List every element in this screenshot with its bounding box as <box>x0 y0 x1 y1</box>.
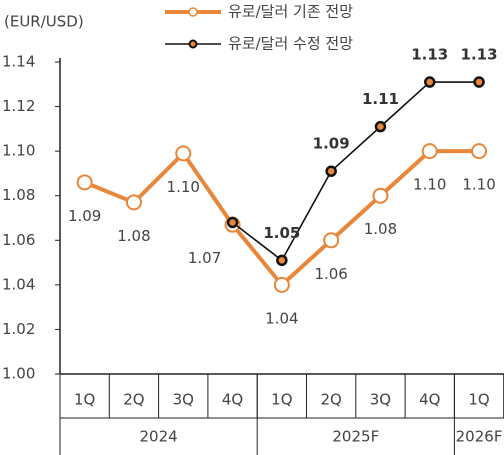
legend-label: 유로/달러 수정 전망 <box>228 35 353 53</box>
y-tick-label: 1.04 <box>2 275 35 293</box>
group-label: 2025F <box>332 428 379 446</box>
x-tick-label: 1Q <box>468 391 489 409</box>
data-label: 1.10 <box>413 176 446 194</box>
group-label: 2026F <box>456 428 503 446</box>
series-line <box>232 81 480 262</box>
marker <box>175 145 192 162</box>
x-tick-label: 2Q <box>320 391 341 409</box>
marker <box>226 216 239 229</box>
legend-label: 유로/달러 기존 전망 <box>228 3 353 21</box>
y-tick-label: 1.10 <box>2 142 35 160</box>
y-tick-label: 1.12 <box>2 97 35 115</box>
marker <box>424 76 436 88</box>
y-tick-label: 1.08 <box>2 186 35 204</box>
marker <box>323 232 340 249</box>
marker <box>76 174 93 191</box>
data-label: 1.08 <box>117 227 150 245</box>
data-label: 1.09 <box>68 207 101 225</box>
data-label: 1.10 <box>167 178 200 196</box>
marker <box>273 276 290 293</box>
x-tick-label: 1Q <box>271 391 292 409</box>
data-label: 1.13 <box>411 46 448 64</box>
y-tick-label: 1.00 <box>2 365 35 383</box>
x-tick-label: 3Q <box>173 391 194 409</box>
data-label: 1.13 <box>461 46 498 64</box>
marker <box>471 143 488 160</box>
legend-marker <box>188 7 198 17</box>
data-label: 1.05 <box>263 224 300 242</box>
y-tick-label: 1.06 <box>2 231 35 249</box>
marker <box>276 254 288 267</box>
legend-marker <box>188 39 198 49</box>
data-label: 1.08 <box>364 220 397 238</box>
marker <box>325 165 337 177</box>
marker <box>421 143 438 160</box>
x-tick-label: 1Q <box>74 391 95 409</box>
marker <box>374 120 387 133</box>
x-tick-label: 4Q <box>419 391 440 409</box>
data-label: 1.10 <box>462 176 495 194</box>
group-label: 2024 <box>140 428 178 446</box>
x-tick-label: 3Q <box>370 391 391 409</box>
x-tick-label: 4Q <box>222 391 243 409</box>
x-tick-label: 2Q <box>123 391 144 409</box>
data-label: 1.09 <box>313 135 350 153</box>
data-label: 1.11 <box>362 90 399 108</box>
y-axis-label: (EUR/USD) <box>4 13 84 31</box>
data-label: 1.07 <box>188 249 221 267</box>
marker <box>125 194 142 211</box>
y-tick-label: 1.02 <box>2 320 35 338</box>
marker <box>372 187 389 204</box>
y-tick-label: 1.14 <box>2 53 35 71</box>
data-label: 1.06 <box>314 265 347 283</box>
marker <box>473 76 485 88</box>
data-label: 1.04 <box>265 309 298 327</box>
